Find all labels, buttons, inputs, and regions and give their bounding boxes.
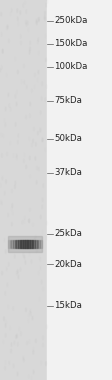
FancyBboxPatch shape: [26, 240, 28, 248]
FancyBboxPatch shape: [8, 236, 41, 252]
FancyBboxPatch shape: [28, 240, 30, 248]
Circle shape: [14, 185, 15, 188]
Circle shape: [15, 335, 17, 339]
FancyBboxPatch shape: [21, 240, 23, 248]
Circle shape: [25, 308, 26, 312]
Circle shape: [1, 12, 2, 16]
Circle shape: [20, 11, 21, 14]
Circle shape: [38, 70, 39, 74]
Circle shape: [25, 165, 27, 169]
FancyBboxPatch shape: [20, 240, 21, 248]
Circle shape: [17, 372, 18, 376]
Circle shape: [34, 157, 36, 160]
Circle shape: [29, 47, 30, 51]
Circle shape: [28, 219, 29, 223]
Circle shape: [44, 11, 45, 15]
Circle shape: [18, 275, 19, 279]
Circle shape: [36, 21, 37, 25]
Text: 100kDa: 100kDa: [54, 62, 87, 71]
Text: 20kDa: 20kDa: [54, 260, 81, 269]
Circle shape: [38, 18, 39, 22]
FancyBboxPatch shape: [47, 0, 112, 380]
FancyBboxPatch shape: [35, 240, 36, 248]
Circle shape: [29, 51, 30, 54]
Circle shape: [45, 58, 46, 62]
FancyBboxPatch shape: [16, 240, 18, 248]
Text: 50kDa: 50kDa: [54, 134, 81, 143]
Circle shape: [44, 16, 45, 19]
Text: 75kDa: 75kDa: [54, 96, 81, 105]
Circle shape: [17, 70, 18, 74]
Circle shape: [35, 339, 36, 343]
Circle shape: [3, 317, 4, 320]
FancyBboxPatch shape: [23, 240, 25, 248]
Circle shape: [32, 139, 33, 143]
Circle shape: [32, 316, 33, 320]
Circle shape: [12, 204, 13, 207]
Circle shape: [36, 180, 37, 184]
Circle shape: [17, 269, 18, 273]
Circle shape: [25, 260, 26, 264]
Circle shape: [7, 25, 8, 28]
Circle shape: [33, 370, 34, 374]
FancyBboxPatch shape: [0, 0, 47, 380]
Text: 150kDa: 150kDa: [54, 39, 87, 48]
FancyBboxPatch shape: [30, 240, 31, 248]
Circle shape: [8, 93, 9, 97]
FancyBboxPatch shape: [8, 240, 10, 248]
FancyBboxPatch shape: [25, 240, 26, 248]
Circle shape: [32, 350, 33, 354]
Text: 250kDa: 250kDa: [54, 16, 87, 25]
Circle shape: [11, 343, 12, 347]
FancyBboxPatch shape: [36, 240, 38, 248]
FancyBboxPatch shape: [10, 240, 11, 248]
Text: 37kDa: 37kDa: [54, 168, 81, 177]
Circle shape: [29, 156, 30, 160]
Circle shape: [29, 102, 31, 106]
FancyBboxPatch shape: [11, 240, 13, 248]
Circle shape: [16, 102, 17, 106]
FancyBboxPatch shape: [31, 240, 33, 248]
FancyBboxPatch shape: [18, 240, 20, 248]
Circle shape: [2, 49, 3, 53]
Text: 15kDa: 15kDa: [54, 301, 81, 310]
Circle shape: [5, 250, 6, 253]
Circle shape: [17, 9, 18, 13]
Circle shape: [16, 334, 17, 338]
FancyBboxPatch shape: [13, 240, 15, 248]
Circle shape: [45, 362, 46, 366]
Circle shape: [36, 249, 37, 252]
Text: 25kDa: 25kDa: [54, 229, 81, 238]
FancyBboxPatch shape: [38, 240, 40, 248]
Circle shape: [2, 271, 3, 275]
FancyBboxPatch shape: [40, 240, 41, 248]
FancyBboxPatch shape: [15, 240, 16, 248]
Circle shape: [36, 19, 37, 23]
FancyBboxPatch shape: [33, 240, 35, 248]
